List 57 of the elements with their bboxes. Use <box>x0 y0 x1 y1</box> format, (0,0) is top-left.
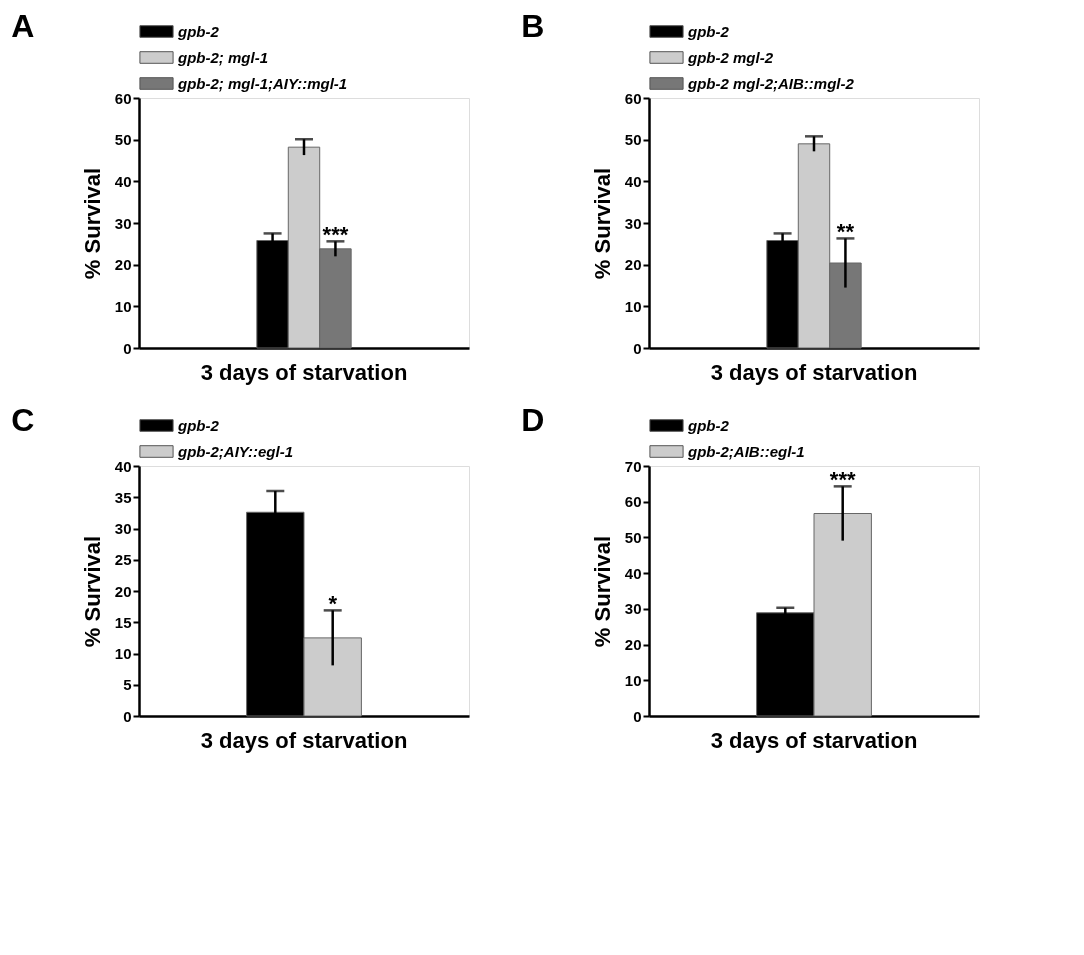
y-axis-title: % Survival <box>79 535 105 648</box>
y-axis-title: % Survival <box>79 167 105 280</box>
y-tick-label: 0 <box>123 339 132 357</box>
y-tick-label: 50 <box>624 131 642 149</box>
y-tick-label: 60 <box>624 89 642 107</box>
legend-label: gpb-2 <box>177 22 220 40</box>
y-tick-label: 30 <box>114 214 132 232</box>
y-tick-label: 15 <box>114 613 132 631</box>
data-label: *** <box>829 467 856 493</box>
legend-label: gpb-2;AIB::egl-1 <box>687 442 805 460</box>
y-tick-label: 40 <box>624 172 642 190</box>
legend-label: gpb-2; mgl-1 <box>177 48 268 66</box>
y-tick-label: 10 <box>114 297 132 315</box>
chart-title: B <box>521 8 545 44</box>
y-tick-label: 70 <box>624 457 642 475</box>
y-tick-label: 50 <box>624 528 642 546</box>
legend-label: gpb-2 <box>687 416 730 434</box>
y-tick-label: 20 <box>624 636 642 654</box>
data-label: * <box>328 591 338 617</box>
y-axis-title: % Survival <box>589 535 615 648</box>
y-tick-label: 25 <box>114 551 132 569</box>
x-tick-label: 3 days of starvation <box>200 359 408 385</box>
legend-label: gpb-2 mgl-2 <box>687 48 774 66</box>
y-tick-label: 10 <box>114 645 132 662</box>
x-tick-label: 3 days of starvation <box>200 727 408 753</box>
legend-label: gpb-2 <box>687 22 730 40</box>
y-tick-label: 35 <box>114 488 132 506</box>
legend-label: gpb-2 mgl-2;AIB::mgl-2 <box>687 74 855 92</box>
y-tick-label: 40 <box>114 172 132 190</box>
y-tick-label: 30 <box>624 600 642 618</box>
y-tick-label: 0 <box>633 339 642 357</box>
y-tick-label: 30 <box>624 214 642 232</box>
y-tick-label: 30 <box>114 520 132 537</box>
y-tick-label: 5 <box>123 676 132 694</box>
chart-title: D <box>521 402 545 438</box>
legend-label: gpb-2 <box>177 416 220 434</box>
chart-title: C <box>11 402 35 438</box>
legend-label: gpb-2; mgl-1;AIY::mgl-1 <box>177 74 348 92</box>
x-tick-label: 3 days of starvation <box>710 359 918 385</box>
y-axis-title: % Survival <box>589 167 615 280</box>
chart-title: A <box>11 8 35 44</box>
y-tick-label: 20 <box>624 256 642 274</box>
y-tick-label: 10 <box>624 297 642 315</box>
y-tick-label: 20 <box>114 582 132 600</box>
y-tick-label: 60 <box>114 89 132 107</box>
data-label: *** <box>322 222 349 248</box>
x-tick-label: 3 days of starvation <box>710 727 918 753</box>
y-tick-label: 10 <box>624 671 642 689</box>
y-tick-label: 40 <box>114 457 132 475</box>
y-tick-label: 20 <box>114 256 132 274</box>
data-label: ** <box>836 219 855 245</box>
legend-label: gpb-2;AIY::egl-1 <box>177 442 293 460</box>
y-tick-label: 0 <box>123 707 132 725</box>
y-tick-label: 40 <box>624 564 642 582</box>
y-tick-label: 0 <box>633 707 642 725</box>
y-tick-label: 50 <box>114 131 132 149</box>
y-tick-label: 60 <box>624 493 642 511</box>
